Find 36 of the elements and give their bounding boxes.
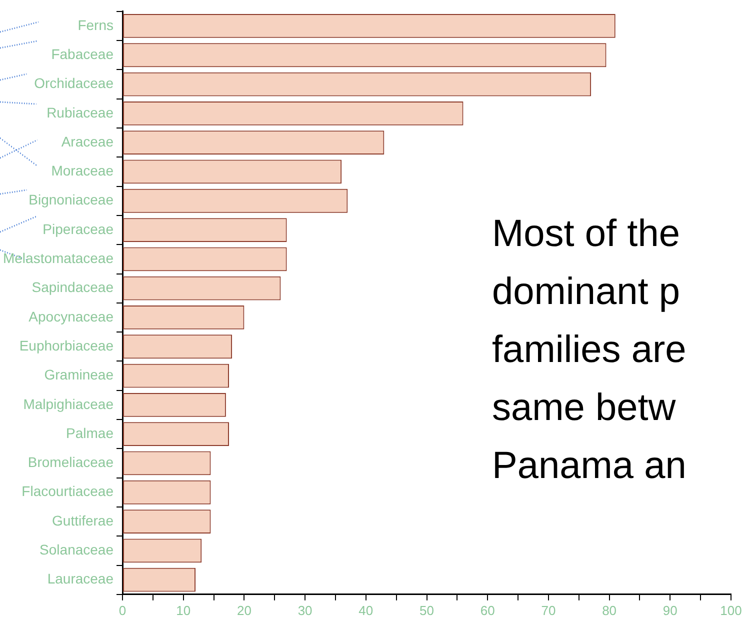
y-tick-label: Orchidaceae <box>34 75 114 92</box>
y-tick-label: Solanaceae <box>40 542 114 558</box>
annotation: Most of the <box>492 212 681 257</box>
x-tick-label: 40 <box>358 602 374 618</box>
annotation: families are <box>492 328 686 373</box>
x-tick-label: 90 <box>662 602 678 618</box>
x-tick-label: 70 <box>541 602 556 618</box>
y-tick-label: Malpighiaceae <box>23 396 114 412</box>
y-tick-label: Melastomataceae <box>2 250 114 266</box>
y-tick-label: Bignoniaceae <box>28 192 114 208</box>
annotation: dominant p <box>492 270 682 315</box>
y-tick-label: Gramineae <box>44 366 114 383</box>
x-tick-label: 10 <box>176 602 191 618</box>
y-tick-label: Flacourtiaceae <box>22 483 114 500</box>
y-tick-label: Palmae <box>66 424 114 441</box>
x-tick-label: 50 <box>420 602 434 618</box>
y-tick-label: Moraceae <box>51 162 114 179</box>
x-tick-label: 80 <box>602 602 617 618</box>
y-tick-label: Ferns <box>78 16 114 33</box>
annotation: same betw <box>492 386 677 431</box>
y-tick-label: Araceae <box>61 133 114 150</box>
y-tick-label: Piperaceae <box>42 220 114 237</box>
y-tick-label: Bromeliaceae <box>28 454 114 470</box>
x-tick-label: 30 <box>298 602 312 618</box>
y-tick-label: Euphorbiaceae <box>19 337 114 354</box>
y-tick-label: Sapindaceae <box>32 279 114 296</box>
x-tick-label: 60 <box>480 602 495 618</box>
x-tick-label: 0 <box>118 602 126 618</box>
y-tick-label: Guttiferae <box>52 512 114 528</box>
annotation: Panama an <box>492 444 686 489</box>
x-tick-label: 20 <box>236 602 252 618</box>
x-tick-label: 100 <box>720 602 742 618</box>
y-tick-label: Fabaceae <box>51 46 114 62</box>
y-tick-label: Rubiaceae <box>46 104 114 120</box>
y-tick-label: Lauraceae <box>47 570 114 587</box>
y-tick-label: Apocynaceae <box>28 308 114 324</box>
